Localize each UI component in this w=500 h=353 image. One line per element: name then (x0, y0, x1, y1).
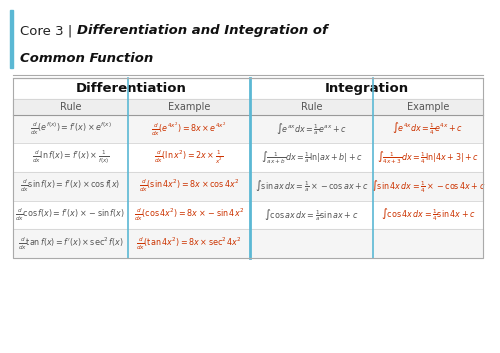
Text: Core 3 |: Core 3 | (20, 24, 76, 37)
Text: $\frac{d}{dx}(\ln x^2)=2x\times\frac{1}{x^2}$: $\frac{d}{dx}(\ln x^2)=2x\times\frac{1}{… (154, 149, 224, 166)
Bar (13, 78, 483, 99)
Text: $\frac{d}{dx}(e^{4x^2})=8x\times e^{4x^2}$: $\frac{d}{dx}(e^{4x^2})=8x\times e^{4x^2… (152, 120, 227, 138)
Text: Differentiation: Differentiation (76, 82, 187, 95)
Text: $\frac{d}{dx}(\sin 4x^2)=8x\times\cos 4x^2$: $\frac{d}{dx}(\sin 4x^2)=8x\times\cos 4x… (139, 178, 239, 195)
Bar (13, 201, 483, 229)
Text: $\frac{d}{dx}\cos f(x)=f'(x)\times-\sin f(x)$: $\frac{d}{dx}\cos f(x)=f'(x)\times-\sin … (16, 207, 126, 223)
Text: $\frac{d}{dx}\ln f(x)=f'(x)\times\frac{1}{f(x)}$: $\frac{d}{dx}\ln f(x)=f'(x)\times\frac{1… (32, 149, 110, 166)
Text: $\frac{d}{dx}(\cos 4x^2)=8x\times-\sin 4x^2$: $\frac{d}{dx}(\cos 4x^2)=8x\times-\sin 4… (134, 207, 244, 223)
Text: $\frac{d}{dx}\tan f(x)=f'(x)\times\sec^2 f(x)$: $\frac{d}{dx}\tan f(x)=f'(x)\times\sec^2… (18, 235, 124, 252)
Bar (13, 114, 483, 143)
Text: $\int e^{4x}dx=\frac{1}{4}e^{4x}+c$: $\int e^{4x}dx=\frac{1}{4}e^{4x}+c$ (392, 120, 464, 137)
Text: Example: Example (168, 102, 210, 112)
Text: $\frac{d}{dx}(e^{f(x)})=f'(x)\times e^{f(x)}$: $\frac{d}{dx}(e^{f(x)})=f'(x)\times e^{f… (30, 121, 112, 137)
Bar (13, 229, 483, 258)
Text: $\frac{d}{dx}\sin f(x)=f'(x)\times\cos f(x)$: $\frac{d}{dx}\sin f(x)=f'(x)\times\cos f… (20, 178, 120, 195)
Text: $\int\sin 4x\,dx=\frac{1}{4}\times-\cos 4x+c$: $\int\sin 4x\,dx=\frac{1}{4}\times-\cos … (371, 178, 485, 195)
Text: $\int e^{ax}dx=\frac{1}{a}e^{ax}+c$: $\int e^{ax}dx=\frac{1}{a}e^{ax}+c$ (276, 121, 347, 137)
Text: $\int\cos ax\,dx=\frac{1}{a}\sin ax+c$: $\int\cos ax\,dx=\frac{1}{a}\sin ax+c$ (264, 207, 359, 223)
Text: Common Function: Common Function (20, 52, 154, 65)
Text: Example: Example (406, 102, 449, 112)
Text: $\int\cos 4x\,dx=\frac{1}{4}\sin 4x+c$: $\int\cos 4x\,dx=\frac{1}{4}\sin 4x+c$ (380, 207, 476, 223)
Text: Rule: Rule (60, 102, 81, 112)
Text: $\int\frac{1}{ax+b}dx=\frac{1}{a}\ln|ax+b|+c$: $\int\frac{1}{ax+b}dx=\frac{1}{a}\ln|ax+… (261, 149, 362, 166)
Text: $\int\sin ax\,dx=\frac{1}{a}\times-\cos ax+c$: $\int\sin ax\,dx=\frac{1}{a}\times-\cos … (254, 179, 368, 194)
Text: Integration: Integration (324, 82, 409, 95)
Text: $\frac{d}{dx}(\tan 4x^2)=8x\times\sec^2 4x^2$: $\frac{d}{dx}(\tan 4x^2)=8x\times\sec^2 … (136, 235, 242, 252)
Bar (13, 99, 483, 114)
Text: Differentiation and Integration of: Differentiation and Integration of (76, 24, 328, 37)
Bar (13, 78, 483, 258)
Text: Rule: Rule (301, 102, 322, 112)
Bar (10, 10, 13, 68)
Bar (13, 172, 483, 201)
Text: $\int\frac{1}{4x+3}dx=\frac{1}{4}\ln|4x+3|+c$: $\int\frac{1}{4x+3}dx=\frac{1}{4}\ln|4x+… (377, 149, 479, 166)
Bar (13, 143, 483, 172)
